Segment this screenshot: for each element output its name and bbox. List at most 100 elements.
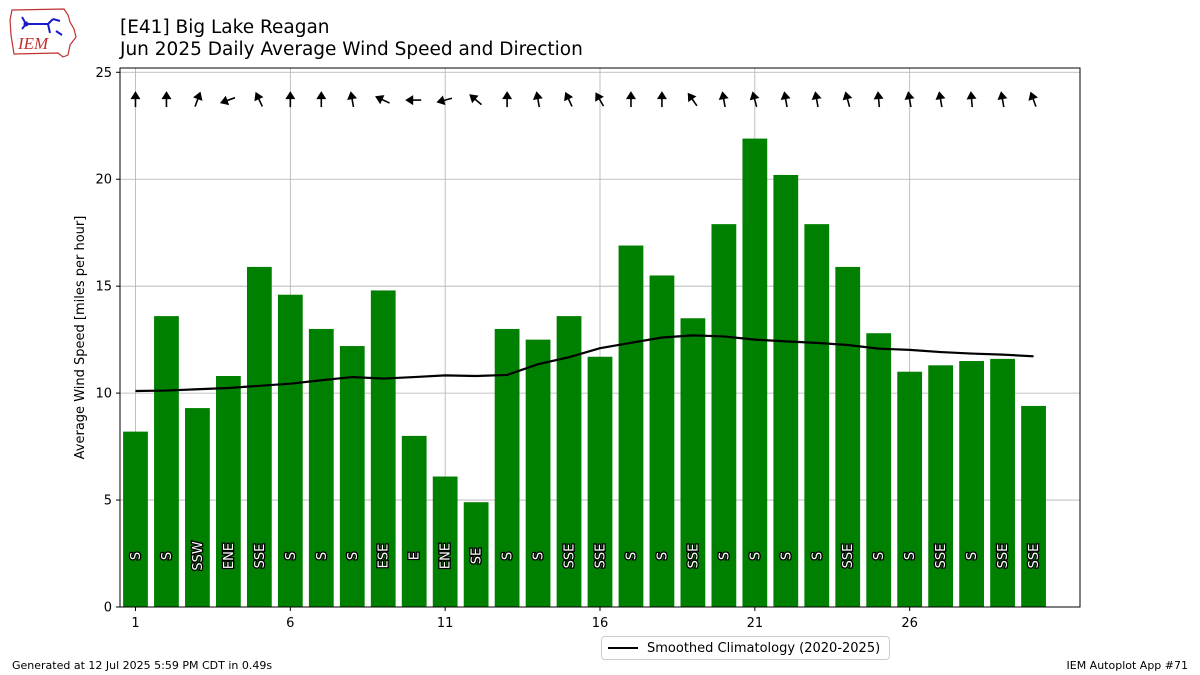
wind-speed-bar (711, 224, 737, 607)
x-tick-label: 6 (286, 616, 294, 631)
wind-speed-bar (1021, 405, 1046, 607)
wind-speed-bar (154, 316, 179, 607)
direction-label: S (903, 552, 918, 560)
wind-direction-arrow (595, 92, 605, 107)
wind-direction-arrow (316, 91, 327, 108)
wind-direction-arrow (375, 95, 390, 105)
wind-speed-bar (680, 318, 706, 607)
direction-label: S (965, 552, 980, 560)
wind-speed-bar (246, 266, 272, 607)
direction-label: ENE (222, 543, 237, 569)
wind-speed-bar (494, 328, 520, 607)
wind-speed-bar (432, 476, 458, 607)
wind-direction-arrow (469, 94, 483, 106)
wind-speed-bar (587, 356, 613, 607)
wind-speed-bar (525, 339, 551, 607)
wind-speed-bar (773, 174, 799, 607)
wind-direction-arrow (405, 95, 422, 106)
direction-label: S (346, 552, 361, 560)
wind-direction-arrow (656, 91, 667, 108)
wind-speed-bar (463, 502, 489, 607)
direction-label: SSE (1027, 544, 1042, 569)
direction-label: SE (470, 548, 485, 564)
wind-speed-bar (308, 328, 334, 607)
wind-speed-bar (928, 365, 954, 607)
wind-speed-bar (990, 358, 1015, 607)
app-credit: IEM Autoplot App #71 (1066, 659, 1189, 672)
y-tick-label: 20 (95, 173, 112, 188)
wind-direction-arrow (718, 91, 729, 108)
wind-speed-bar (804, 224, 830, 607)
wind-speed-bar (742, 138, 768, 608)
x-tick-label: 11 (437, 616, 454, 631)
direction-label: S (779, 552, 794, 560)
wind-direction-arrow (254, 91, 264, 107)
wind-direction-arrow (502, 91, 513, 108)
weather-station-icon (21, 16, 63, 36)
wind-direction-arrow (904, 91, 915, 108)
wind-speed-bar (277, 294, 303, 607)
y-tick-label: 25 (95, 66, 112, 81)
wind-speed-bar (556, 316, 582, 607)
wind-speed-bar (339, 346, 365, 607)
wind-direction-arrow (564, 91, 574, 107)
direction-label: S (129, 552, 144, 560)
y-tick-label: 15 (95, 280, 112, 295)
wind-direction-arrow (532, 91, 543, 108)
direction-label: SSE (841, 544, 856, 569)
direction-label: SSE (594, 544, 609, 569)
wind-speed-bar (897, 371, 923, 607)
wind-direction-arrow (436, 95, 453, 106)
direction-label: SSE (996, 544, 1011, 569)
direction-label: S (717, 552, 732, 560)
direction-label: S (624, 552, 639, 560)
direction-label: ENE (439, 543, 454, 569)
wind-direction-arrow (811, 91, 822, 108)
wind-speed-bar (618, 245, 644, 607)
wind-speed-bar (959, 361, 984, 607)
wind-speed-bar (370, 290, 396, 607)
direction-label: SSE (686, 544, 701, 569)
direction-label: S (284, 552, 299, 560)
wind-direction-arrow (161, 91, 172, 108)
legend-line-swatch (608, 647, 638, 649)
wind-speed-bar (185, 408, 210, 607)
wind-speed-bar (216, 376, 241, 607)
chart-subtitle: Jun 2025 Daily Average Wind Speed and Di… (120, 39, 583, 60)
wind-direction-arrow (193, 91, 203, 107)
y-tick-label: 5 (104, 494, 112, 509)
wind-direction-arrow (285, 91, 296, 108)
wind-speed-bar (401, 435, 427, 607)
wind-speed-bar (649, 275, 675, 607)
wind-direction-arrow (219, 95, 236, 106)
y-tick-label: 0 (104, 601, 112, 616)
wind-direction-arrow (842, 91, 853, 108)
wind-speed-bar (835, 266, 861, 607)
direction-label: S (532, 552, 547, 560)
direction-label: SSW (191, 541, 206, 571)
wind-direction-arrow (780, 91, 791, 108)
y-axis-label: Average Wind Speed [miles per hour] (73, 216, 88, 460)
iem-logo: IEM (9, 8, 77, 58)
x-tick-label: 21 (747, 616, 764, 631)
legend-label: Smoothed Climatology (2020-2025) (647, 640, 881, 656)
direction-label: S (872, 552, 887, 560)
wind-direction-arrow (966, 91, 977, 108)
wind-speed-bar (866, 333, 892, 607)
logo-text: IEM (17, 34, 49, 53)
direction-label: S (810, 552, 825, 560)
direction-label: E (408, 552, 423, 560)
wind-direction-arrow (687, 92, 698, 107)
wind-direction-arrow (749, 91, 760, 108)
x-tick-label: 16 (592, 616, 609, 631)
chart-title: [E41] Big Lake Reagan (120, 17, 330, 38)
generated-timestamp: Generated at 12 Jul 2025 5:59 PM CDT in … (12, 659, 273, 672)
direction-label: S (655, 552, 670, 560)
direction-label: SSE (934, 544, 949, 569)
wind-direction-arrow (935, 91, 946, 108)
y-tick-label: 10 (95, 387, 112, 402)
direction-label: S (748, 552, 763, 560)
x-tick-label: 1 (131, 616, 139, 631)
direction-label: S (315, 552, 330, 560)
